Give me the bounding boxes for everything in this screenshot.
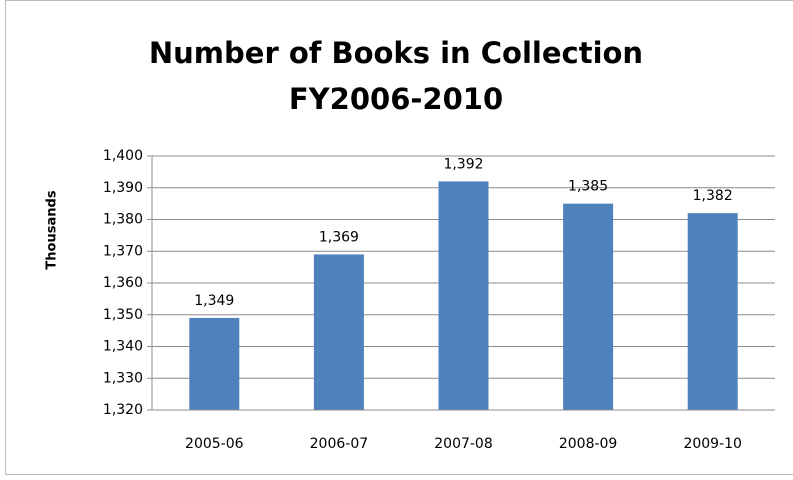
chart-frame <box>5 0 793 475</box>
y-axis-label: Thousands <box>45 190 60 269</box>
y-tick-label: 1,330 <box>103 370 143 386</box>
bar <box>563 203 614 410</box>
data-label: 1,369 <box>319 229 359 245</box>
chart-title: FY2006-2010 <box>289 82 503 116</box>
data-label: 1,392 <box>443 156 483 172</box>
y-tick-label: 1,360 <box>103 275 143 291</box>
y-tick-label: 1,320 <box>103 402 143 418</box>
bar <box>189 317 240 410</box>
x-tick-label: 2009-10 <box>683 436 742 452</box>
bar <box>438 181 489 410</box>
data-label: 1,385 <box>568 179 608 195</box>
x-tick-label: 2005-06 <box>185 436 244 452</box>
data-label: 1,382 <box>693 188 733 204</box>
bar <box>687 213 738 410</box>
x-tick-label: 2008-09 <box>559 436 618 452</box>
bar <box>313 254 364 410</box>
data-label: 1,349 <box>194 293 234 309</box>
y-tick-label: 1,340 <box>103 339 143 355</box>
y-tick-label: 1,380 <box>103 212 143 228</box>
x-tick-label: 2006-07 <box>310 436 369 452</box>
y-tick-label: 1,390 <box>103 180 143 196</box>
y-tick-label: 1,350 <box>103 307 143 323</box>
y-tick-label: 1,370 <box>103 243 143 259</box>
y-tick-label: 1,400 <box>103 148 143 164</box>
chart-title: Number of Books in Collection <box>149 36 643 70</box>
x-tick-label: 2007-08 <box>434 436 493 452</box>
